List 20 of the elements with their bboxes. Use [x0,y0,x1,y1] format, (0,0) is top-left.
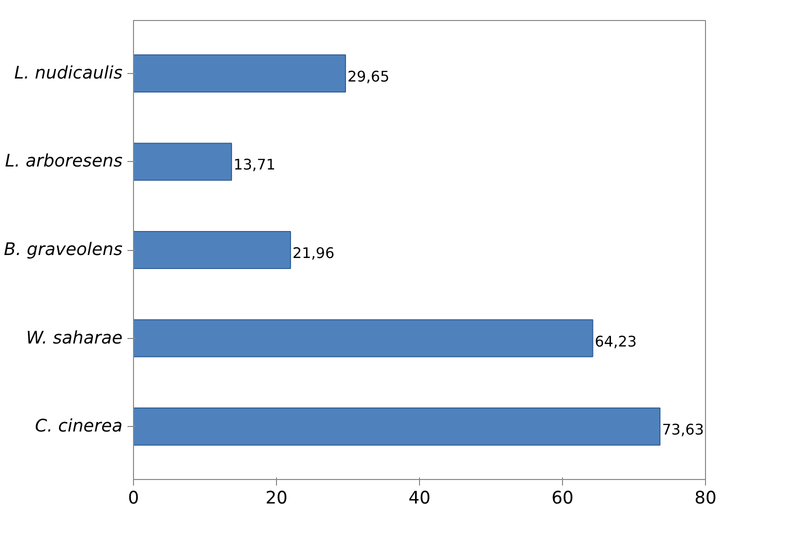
bar [134,408,660,446]
data-label: 13,71 [234,156,276,174]
y-tick-label: B. graveolens [4,240,123,260]
x-tick-label: 80 [694,488,717,508]
data-label: 21,96 [292,245,334,262]
x-tick-label: 40 [408,488,431,508]
bar [134,142,232,181]
bar [134,230,292,270]
x-tick-label: 60 [551,488,574,508]
x-tick-label: 20 [265,488,288,508]
y-tick-label: C. cinerea [34,416,123,437]
y-tick-label: L. nudicaulis [14,63,122,84]
bar [134,54,346,92]
data-label: 29,65 [347,68,390,86]
data-label: 64,23 [594,333,637,350]
data-label: 73,63 [662,422,704,439]
x-tick-label: 0 [128,488,140,508]
bar [134,319,594,358]
y-tick-label: L. arboresens [5,152,122,172]
y-tick-label: W. saharae [26,328,123,348]
